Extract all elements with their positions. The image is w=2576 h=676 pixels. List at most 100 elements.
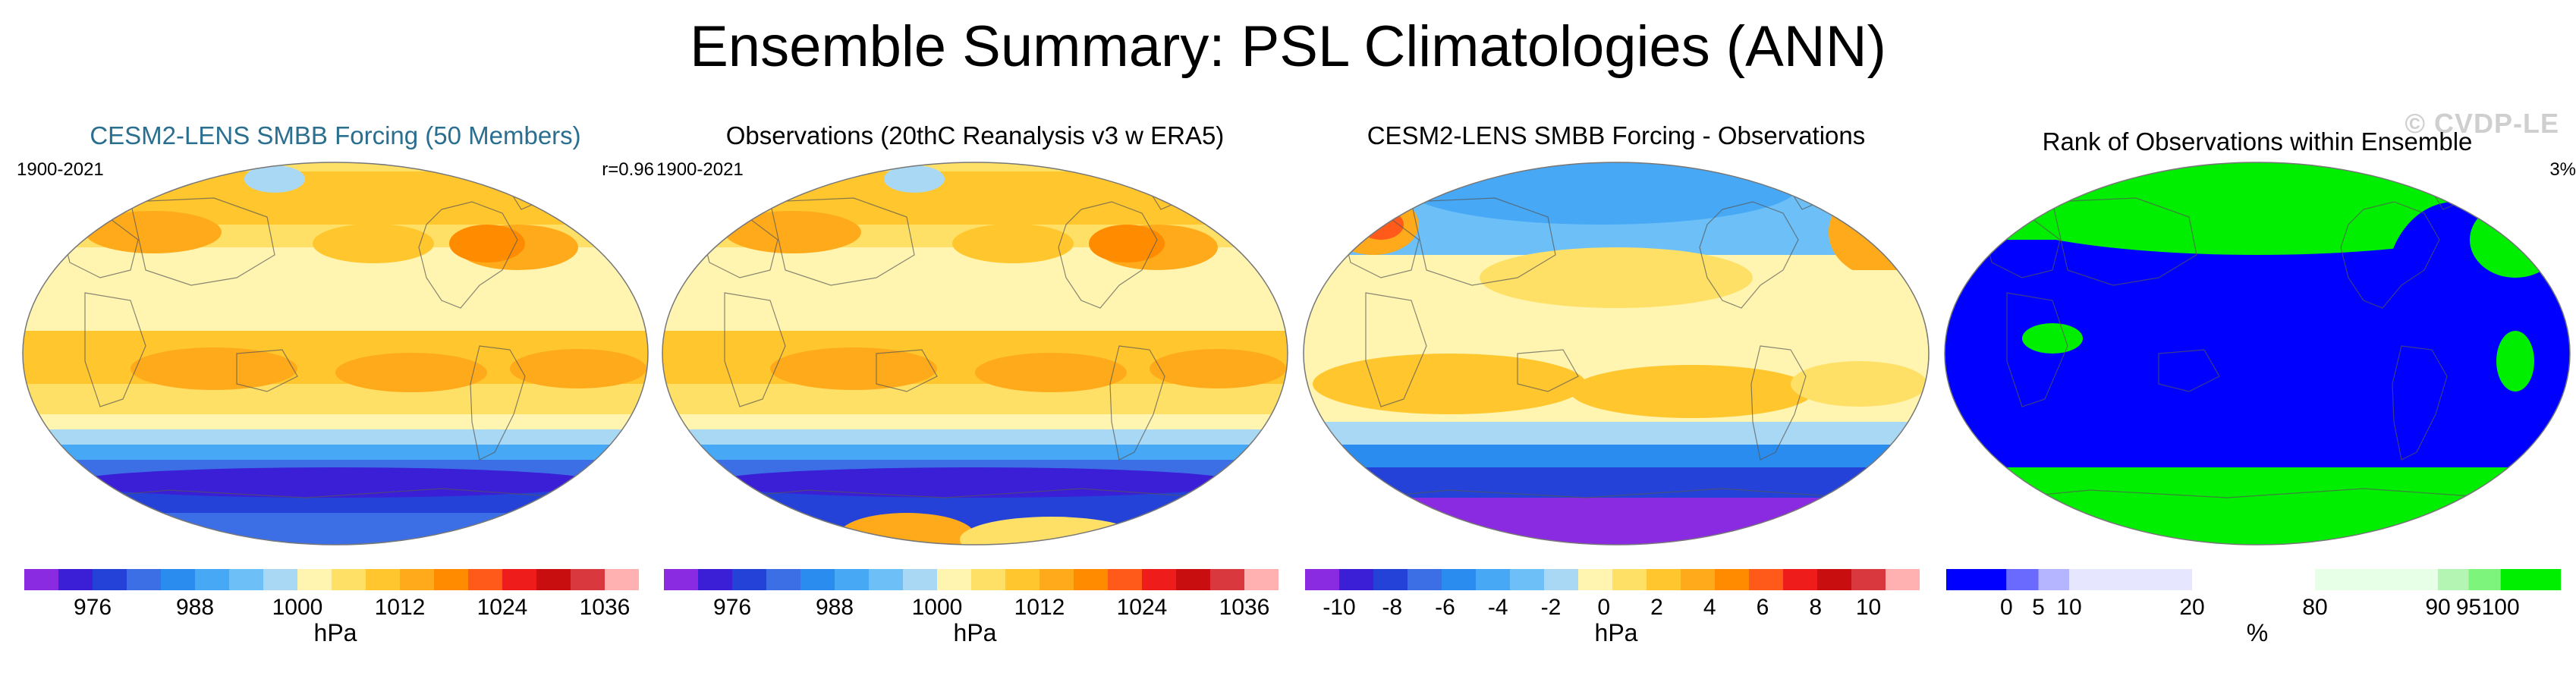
colorbar-box: [1783, 569, 1817, 590]
colorbar-box: [502, 569, 536, 590]
pressure-cell: [725, 211, 861, 253]
colorbar-box: [1886, 569, 1920, 590]
colorbar-box: [2315, 569, 2438, 590]
colorbar-box: [1946, 569, 2007, 590]
colorbar-box: [195, 569, 229, 590]
colorbar-tick-label: -2: [1541, 595, 1562, 620]
colorbar-box: [732, 569, 766, 590]
colorbar-box: [2038, 569, 2069, 590]
colorbar-tick-label: 1012: [375, 595, 426, 620]
colorbar-box: [297, 569, 332, 590]
colorbar-unit-label: hPa: [954, 619, 997, 646]
coastline: [876, 349, 938, 392]
coastline: [2158, 349, 2220, 392]
colorbar-rank: 0 5 10 20 80 90 95 100%: [1946, 569, 2561, 646]
colorbar-box: [1210, 569, 1244, 590]
colorbar-box: [1373, 569, 1408, 590]
coastline: [470, 345, 526, 461]
colorbar-box: [1074, 569, 1108, 590]
panel-title: CESM2-LENS SMBB Forcing - Observations: [1367, 121, 1866, 149]
figure-title: Ensemble Summary: PSL Climatologies (ANN…: [690, 14, 1886, 79]
colorbar-box: [400, 569, 434, 590]
panel-rank: Rank of Observations within Ensemble 3% …: [1939, 114, 2576, 675]
coastline: [2392, 345, 2448, 461]
colorbar-tick-label: 80: [2302, 595, 2327, 620]
colorbar-ensemble-mean: 976 988 1000 1012 1024 1036 hPa: [24, 569, 639, 646]
colorbar-box: [698, 569, 732, 590]
coastline: [84, 292, 146, 407]
colorbar-box: [971, 569, 1005, 590]
colorbar-box: [1681, 569, 1715, 590]
colorbar-tick-label: 1000: [912, 595, 963, 620]
colorbar-tick-label: 100: [2482, 595, 2520, 620]
colorbar-box: [903, 569, 937, 590]
colorbar-tick-label: -4: [1488, 595, 1508, 620]
colorbar-box: [937, 569, 971, 590]
colorbar-box: [2069, 569, 2192, 590]
pressure-cell: [1157, 169, 1218, 197]
coastline: [130, 197, 275, 286]
coastline: [769, 197, 915, 286]
coastline: [1517, 349, 1579, 392]
colorbar-box: [161, 569, 195, 590]
field-band: [1304, 467, 1929, 498]
panel-observations: Observations (20thC Reanalysis v3 w ERA5…: [656, 114, 1294, 675]
pressure-cell: [770, 347, 937, 390]
colorbar-box: [1578, 569, 1612, 590]
rank-stat: 3%: [2549, 159, 2576, 180]
colorbar-tick-label: 8: [1809, 595, 1822, 620]
colorbar-tick-label: 10: [2056, 595, 2081, 620]
colorbar-box: [800, 569, 835, 590]
colorbar-tick-label: 1036: [580, 595, 631, 620]
colorbar-tick-label: 4: [1703, 595, 1716, 620]
coastline: [1058, 201, 1158, 309]
pressure-cell: [244, 165, 305, 193]
colorbar-tick-label: 5: [2032, 595, 2045, 620]
coastline: [2340, 201, 2440, 309]
colorbar-box: [1305, 569, 1339, 590]
pressure-cell: [884, 165, 945, 193]
pattern-correlation: r=0.96: [602, 159, 654, 180]
colorbar-tick-label: 1000: [272, 595, 323, 620]
watermark: © CVDP-LE: [2405, 108, 2559, 139]
colorbar-unit-label: hPa: [314, 619, 357, 646]
colorbar-box: [332, 569, 366, 590]
map-observations: [662, 162, 1288, 546]
pressure-cell: [1829, 187, 1929, 278]
coastline: [2052, 197, 2197, 286]
colorbar-box: [1108, 569, 1142, 590]
coastline: [236, 349, 298, 392]
colorbar-box: [229, 569, 263, 590]
colorbar-box: [1851, 569, 1886, 590]
colorbar-box: [1544, 569, 1578, 590]
colorbar-tick-label: 976: [713, 595, 751, 620]
rank-field: [1945, 467, 2570, 545]
colorbar-box: [2500, 569, 2561, 590]
panel-ensemble-mean: CESM2-LENS SMBB Forcing (50 Members) 190…: [17, 114, 654, 675]
colorbar-observations: 976 988 1000 1012 1024 1036 hPa: [664, 569, 1279, 646]
pressure-cell: [313, 224, 434, 263]
pressure-cell: [1328, 194, 1419, 255]
colorbar-box: [1612, 569, 1647, 590]
colorbar-difference: -10 -8 -6 -4 -2 0 2 4 6 8 10 hPa: [1305, 569, 1920, 646]
period-label: 1900-2021: [656, 159, 744, 180]
pressure-cell: [510, 349, 646, 388]
map-ensemble-mean: [22, 162, 649, 546]
pressure-cell: [1791, 361, 1927, 407]
pressure-cell: [709, 467, 1241, 498]
colorbar-tick-label: 2: [1650, 595, 1663, 620]
coastline: [724, 292, 786, 407]
colorbar-box: [1005, 569, 1040, 590]
map-border: [662, 162, 1288, 546]
colorbar-box: [127, 569, 161, 590]
coastline: [418, 201, 518, 309]
period-label: 1900-2021: [17, 159, 104, 180]
colorbar-tick-label: 20: [2179, 595, 2204, 620]
colorbar-box: [1176, 569, 1210, 590]
field-band: [23, 171, 648, 225]
colorbar-box: [2192, 569, 2315, 590]
pressure-cell: [1150, 349, 1286, 388]
panel-difference: CESM2-LENS SMBB Forcing - Observations -…: [1297, 114, 1935, 675]
colorbar-box: [1040, 569, 1074, 590]
pressure-cell: [335, 353, 487, 392]
